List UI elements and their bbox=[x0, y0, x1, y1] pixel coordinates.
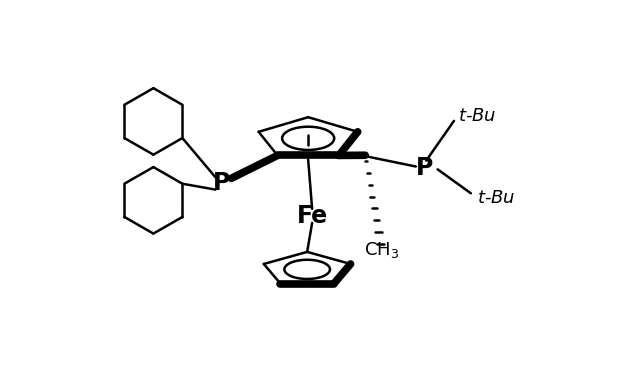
Text: $t$-Bu: $t$-Bu bbox=[477, 188, 515, 206]
Text: P: P bbox=[416, 156, 433, 180]
Text: CH$_3$: CH$_3$ bbox=[364, 240, 399, 259]
Text: $t$-Bu: $t$-Bu bbox=[458, 107, 497, 125]
Text: P: P bbox=[212, 171, 230, 195]
Text: Fe: Fe bbox=[296, 204, 328, 228]
